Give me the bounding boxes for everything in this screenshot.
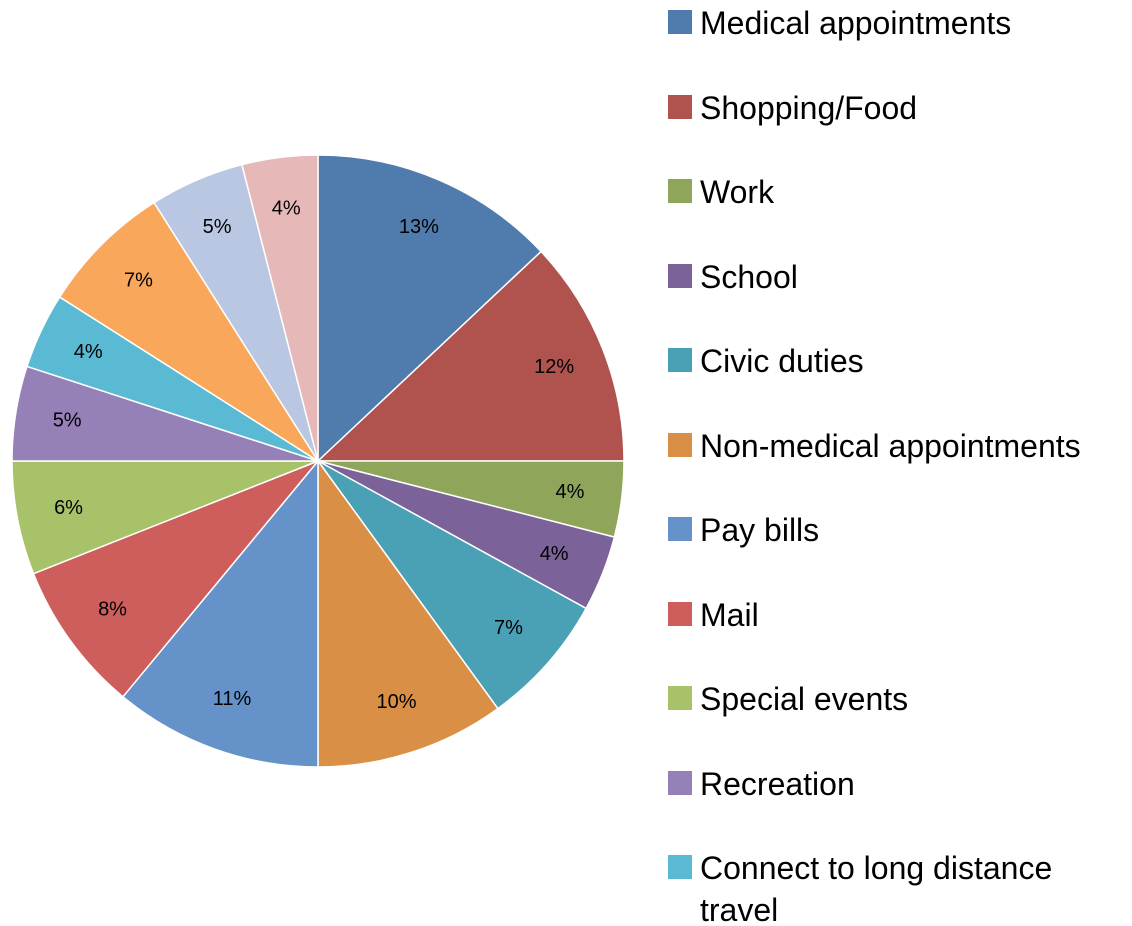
legend-swatch: [668, 348, 692, 372]
pie-slice: [316, 250, 625, 462]
data-label: 4%: [540, 543, 569, 565]
data-label: 13%: [399, 216, 439, 238]
legend-label: Civic duties: [700, 343, 864, 379]
legend-swatch: [668, 179, 692, 203]
pie-slice: [317, 458, 499, 768]
data-label: 11%: [213, 688, 252, 710]
legend-label: Special events: [700, 681, 909, 717]
legend-label: Non-medical appointments: [700, 427, 1081, 464]
legend-label: Connect to long distance travel: [700, 850, 1053, 926]
legend-label: Medical appointments: [700, 5, 1012, 41]
data-label: 5%: [203, 216, 232, 238]
legend-label: Shopping/Food: [700, 89, 918, 126]
data-label: 5%: [53, 410, 82, 432]
legend-swatch: [668, 686, 692, 710]
pie-slice: [32, 460, 319, 698]
data-label: 6%: [54, 497, 83, 519]
legend-swatch: [668, 94, 692, 119]
pie-slice: [121, 458, 319, 768]
data-label: 10%: [376, 691, 416, 713]
data-label: 12%: [534, 356, 574, 378]
legend-swatch: [668, 432, 692, 457]
pie-area: 13% 12% 4% 4% 7% 10% 11% 8% 6% 5% 4% 7% 5% 4%: [11, 154, 625, 768]
legend-label: School: [700, 258, 798, 295]
data-label: 7%: [494, 617, 523, 639]
legend-label: Work: [700, 174, 775, 210]
legend: Medical appointments Shopping/Food Work Sch…: [668, 0, 1128, 926]
data-label: 8%: [98, 599, 127, 621]
pie-slice: [317, 154, 543, 463]
data-label: 4%: [272, 197, 301, 219]
legend-swatch: [668, 517, 692, 541]
data-label: 7%: [124, 270, 153, 292]
legend-swatch: [668, 855, 692, 879]
legend-swatch: [668, 770, 692, 795]
data-label: 4%: [556, 481, 585, 503]
legend-label: Mail: [700, 596, 759, 633]
pie-slice: [58, 201, 319, 462]
data-label: 4%: [74, 341, 103, 363]
legend-swatch: [668, 601, 692, 626]
pie-slice: [317, 460, 588, 710]
legend-label: Pay bills: [700, 512, 820, 548]
pie-slice: [240, 154, 319, 462]
legend-swatch: [668, 10, 692, 34]
legend-label: Recreation: [700, 765, 855, 802]
legend-swatch: [668, 263, 692, 288]
